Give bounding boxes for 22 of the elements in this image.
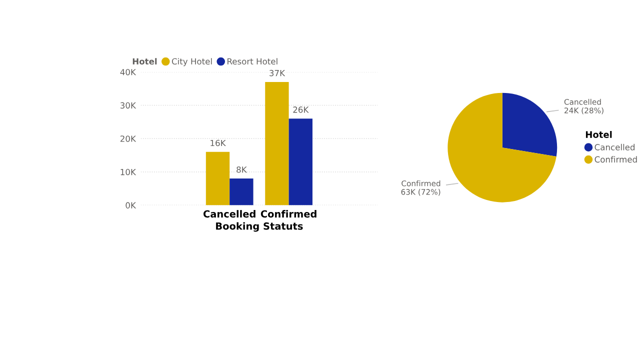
data-label: 16K <box>210 140 226 146</box>
legend-label: Confirmed <box>594 156 637 163</box>
y-tick-label: 10K <box>120 168 136 176</box>
y-tick-label: 0K <box>126 202 136 208</box>
data-label: 37K <box>270 70 286 76</box>
bar <box>230 178 254 206</box>
legend-title: Hotel <box>132 58 157 65</box>
legend-title: Hotel <box>586 131 612 138</box>
pie-slice <box>448 92 556 202</box>
legend-label: Resort Hotel <box>228 58 278 65</box>
bar <box>265 82 289 206</box>
y-tick-label: 30K <box>120 102 136 109</box>
bar <box>206 152 230 206</box>
y-tick-label: 20K <box>120 136 136 142</box>
pie-slice <box>502 92 558 156</box>
y-tick-label: 40K <box>120 68 136 76</box>
x-axis-title: Booking Statuts <box>216 222 303 232</box>
bar <box>288 118 312 206</box>
data-label: 8K <box>236 166 247 173</box>
data-label: 26K <box>293 106 309 113</box>
legend-label: Cancelled <box>594 144 635 150</box>
legend-label: City Hotel <box>172 58 212 66</box>
